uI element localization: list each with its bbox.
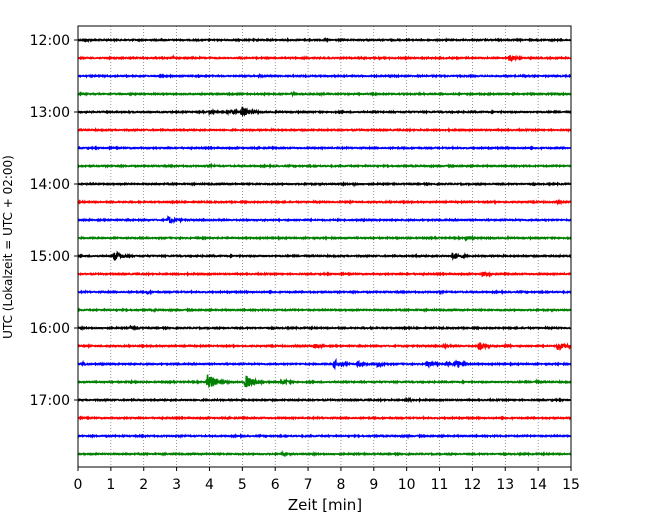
trace-rows	[77, 36, 572, 458]
trace-13:45	[77, 162, 572, 170]
trace-17:00	[77, 396, 572, 404]
x-tick-label-13: 13	[496, 477, 514, 493]
x-tick-label-12: 12	[463, 477, 481, 493]
trace-15:30	[77, 288, 572, 296]
y-axis-label: UTC (Lokalzeit = UTC + 02:00)	[1, 155, 15, 339]
x-tick-label-10: 10	[398, 477, 416, 493]
x-tick-label-1: 1	[106, 477, 115, 493]
trace-16:30	[77, 357, 572, 371]
trace-15:00	[77, 250, 572, 261]
x-tick-label-5: 5	[238, 477, 247, 493]
x-axis-label: Zeit [min]	[288, 496, 362, 514]
trace-13:15	[77, 127, 572, 133]
trace-12:00	[77, 36, 572, 43]
x-tick-label-14: 14	[529, 477, 547, 493]
x-tick-label-8: 8	[336, 477, 345, 493]
trace-17:30	[77, 433, 572, 440]
trace-16:15	[77, 342, 572, 352]
x-tick-label-11: 11	[431, 477, 449, 493]
trace-13:00	[77, 106, 572, 118]
trace-16:45	[77, 374, 572, 389]
trace-15:45	[77, 307, 572, 314]
y-tick-label-2: 14:00	[30, 177, 70, 193]
trace-15:15	[77, 270, 572, 278]
y-tick-label-5: 17:00	[30, 393, 70, 409]
trace-17:15	[77, 414, 572, 421]
x-tick-label-6: 6	[271, 477, 280, 493]
axis-ticks: 0 1 2 3 4 5 6 7 8 9 10 11 12 13 14 1512:0013:0014:0015:…	[30, 33, 580, 493]
y-tick-label-1: 13:00	[30, 105, 70, 121]
x-tick-label-3: 3	[172, 477, 181, 493]
trace-14:00	[77, 181, 572, 188]
x-tick-label-2: 2	[139, 477, 148, 493]
trace-14:15	[77, 198, 572, 206]
x-tick-label-9: 9	[369, 477, 378, 493]
y-tick-label-3: 15:00	[30, 249, 70, 265]
y-tick-label-0: 12:00	[30, 33, 70, 49]
y-tick-label-4: 16:00	[30, 321, 70, 337]
trace-12:30	[77, 72, 572, 79]
x-tick-label-7: 7	[304, 477, 313, 493]
trace-12:45	[77, 90, 572, 98]
plot-frame	[77, 25, 572, 468]
trace-12:15	[77, 54, 572, 63]
trace-13:30	[77, 144, 572, 151]
trace-17:45	[77, 450, 572, 458]
trace-16:00	[77, 324, 572, 332]
x-tick-label-4: 4	[205, 477, 214, 493]
trace-14:45	[77, 234, 572, 242]
x-tick-label-15: 15	[562, 477, 580, 493]
x-tick-label-0: 0	[74, 477, 83, 493]
trace-14:30	[77, 215, 572, 225]
